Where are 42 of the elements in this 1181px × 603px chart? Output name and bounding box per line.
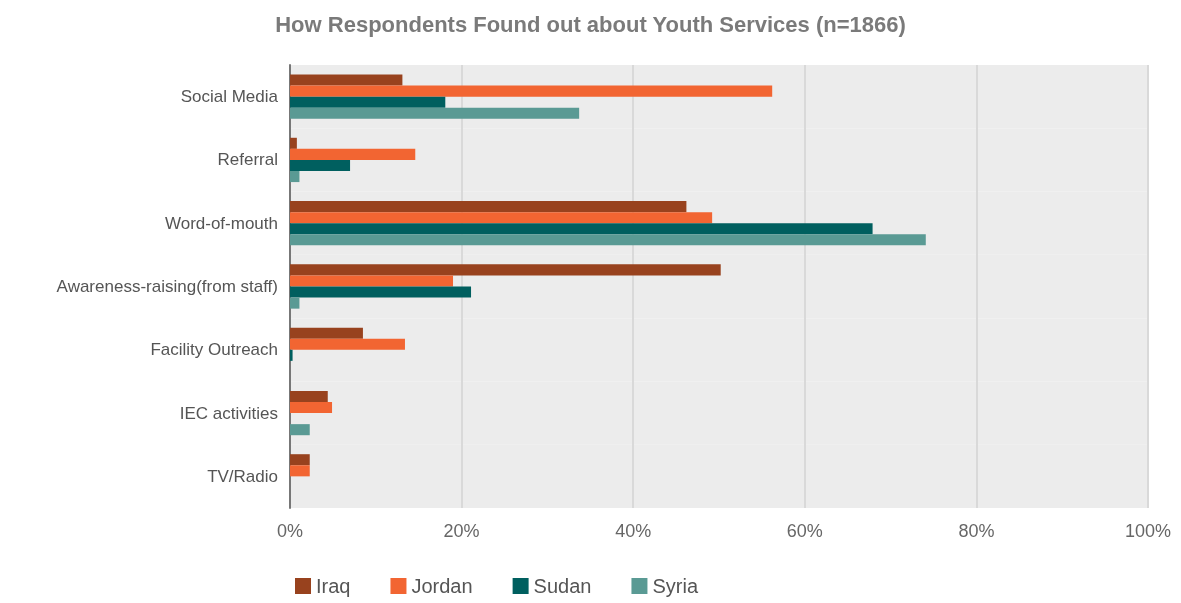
legend-label: Syria — [652, 575, 699, 597]
x-tick-label: 80% — [958, 521, 995, 541]
bar — [290, 85, 773, 97]
bar — [290, 465, 310, 477]
x-tick-label: 20% — [443, 521, 480, 541]
bar — [290, 223, 873, 235]
bar — [290, 148, 416, 160]
y-tick-label: IEC activities — [179, 403, 278, 423]
legend-label: Jordan — [411, 575, 473, 597]
bar — [290, 338, 405, 350]
bar — [290, 74, 403, 86]
bar — [290, 402, 333, 414]
bar — [290, 275, 454, 287]
bar — [290, 424, 310, 436]
bar — [290, 297, 300, 309]
bar — [290, 454, 310, 466]
x-tick-label: 100% — [1124, 521, 1172, 541]
x-tick-label: 60% — [786, 521, 823, 541]
chart-title: How Respondents Found out about Youth Services (n=1866) — [275, 11, 906, 37]
bar — [290, 159, 351, 171]
y-tick-label: Awareness-raising(from staff) — [56, 277, 278, 296]
y-tick-label: TV/Radio — [207, 466, 278, 486]
x-tick-label: 40% — [615, 521, 652, 541]
y-tick-label: Facility Outreach — [150, 340, 278, 360]
bar — [290, 212, 713, 224]
legend-label: Sudan — [533, 575, 592, 597]
x-tick-label: 0% — [276, 521, 304, 541]
bar — [290, 264, 721, 276]
y-tick-label: Referral — [217, 150, 278, 170]
bar — [290, 107, 580, 119]
bar — [290, 201, 687, 213]
y-tick-label: Social Media — [180, 87, 279, 107]
bar — [290, 171, 300, 183]
bar — [290, 327, 363, 339]
bar — [290, 96, 446, 108]
bar — [290, 234, 926, 246]
bar — [290, 286, 472, 298]
bar — [290, 137, 297, 149]
y-tick-label: Word-of-mouth — [164, 213, 278, 233]
legend-label: Iraq — [316, 575, 351, 597]
bar — [290, 390, 328, 402]
bar — [290, 349, 293, 361]
